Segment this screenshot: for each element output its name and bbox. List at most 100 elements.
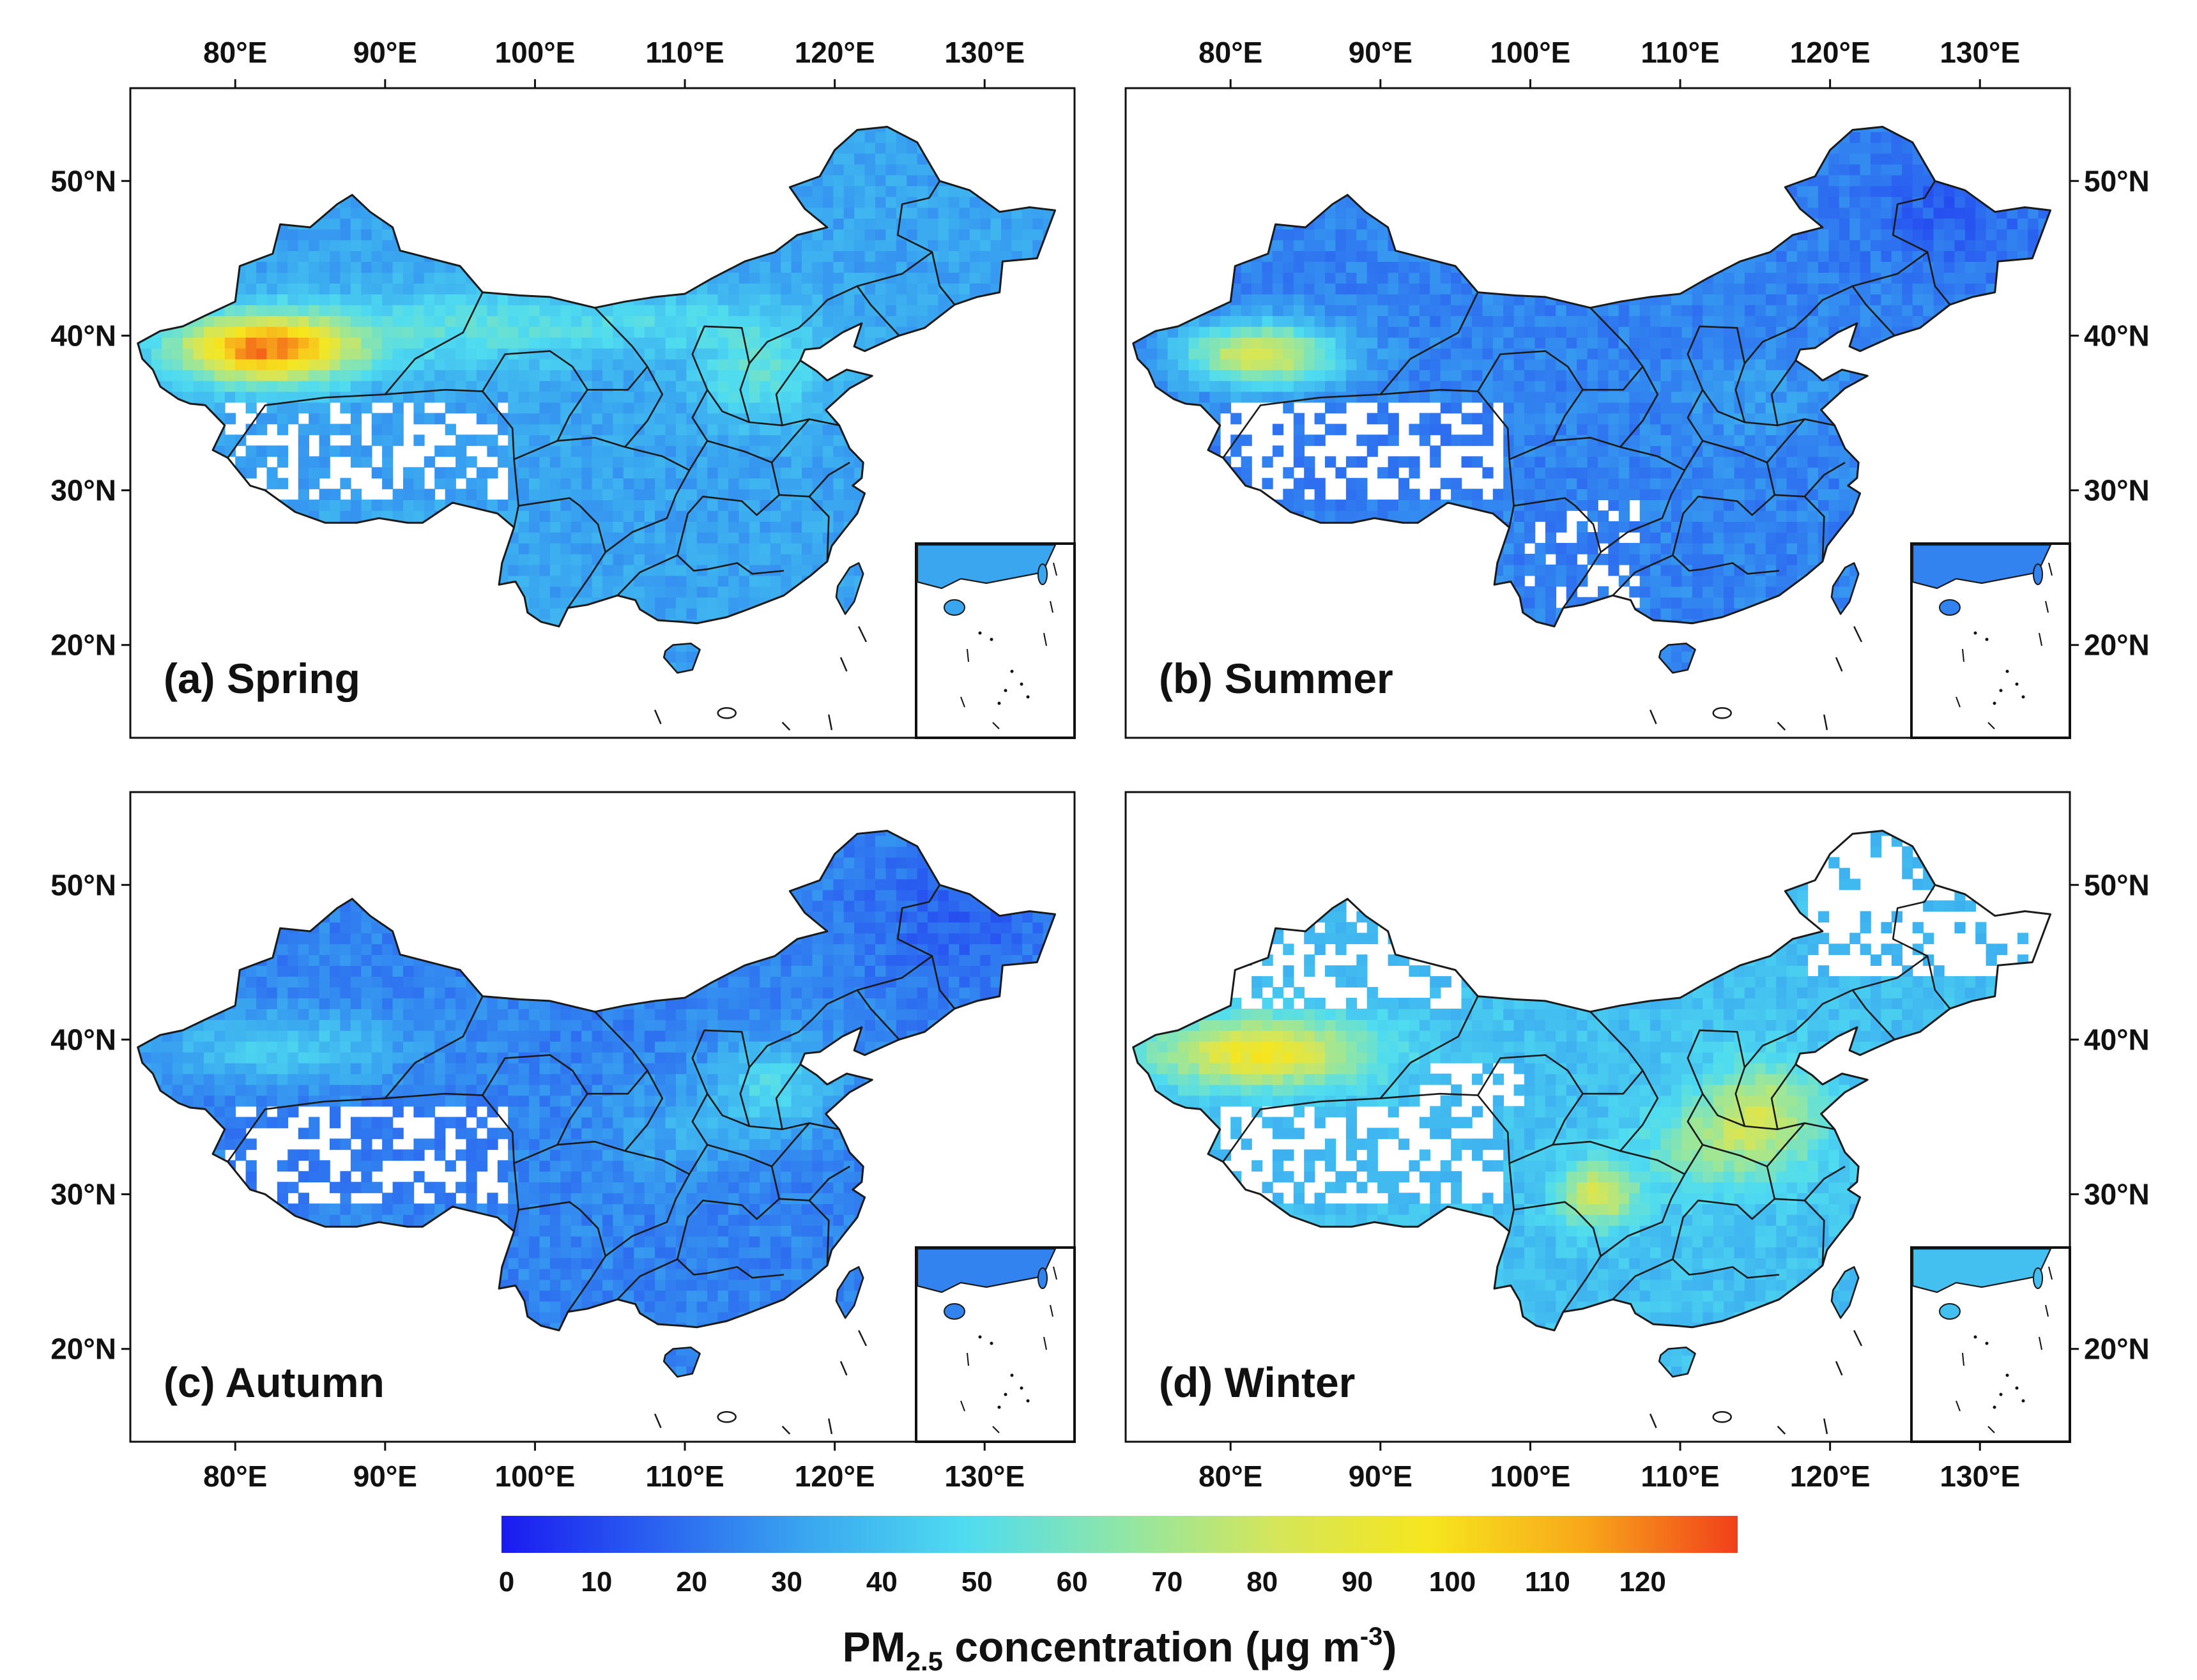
pm25-cell — [245, 391, 257, 403]
pm25-cell — [686, 553, 698, 565]
pm25-cell — [235, 347, 247, 360]
pm25-cell — [928, 218, 939, 230]
panel-frame — [129, 87, 1076, 739]
pm25-cell — [791, 380, 802, 392]
pm25-cell — [309, 240, 320, 252]
pm25-cell — [770, 564, 781, 576]
pm25-cell — [833, 283, 845, 294]
pm25-cell — [539, 489, 551, 500]
pm25-cell — [518, 434, 530, 447]
pm25-cell — [623, 521, 634, 533]
pm25-cell — [896, 240, 907, 252]
pm25-cell — [749, 294, 761, 305]
pm25-cell — [266, 391, 278, 403]
pm25-cell — [791, 250, 802, 262]
pm25-cell — [802, 185, 813, 197]
pm25-cell — [802, 445, 813, 457]
pm25-cell — [707, 413, 719, 425]
pm25-cell — [676, 369, 687, 381]
pm25-cell — [655, 489, 666, 500]
pm25-cell — [560, 391, 572, 403]
pm25-cell — [822, 489, 834, 500]
pm25-cell — [770, 347, 781, 360]
pm25-cell — [665, 607, 677, 620]
pm25-cell — [781, 456, 792, 468]
pm25-cell — [843, 153, 855, 165]
pm25-cell — [298, 261, 309, 273]
pm25-cell — [875, 131, 887, 143]
pm25-cell — [570, 315, 582, 327]
pm25-cell — [350, 402, 362, 414]
pm25-cell — [676, 380, 687, 392]
pm25-cell — [760, 294, 771, 305]
pm25-cell — [319, 250, 330, 262]
pm25-cell — [235, 294, 247, 305]
pm25-cell — [728, 489, 740, 500]
pm25-cell — [602, 510, 614, 522]
pm25-cell — [361, 305, 372, 316]
pm25-cell — [644, 424, 655, 436]
pm25-cell — [309, 478, 320, 489]
pm25-cell — [739, 402, 750, 414]
dash-line — [839, 657, 848, 672]
pm25-cell — [613, 391, 624, 403]
pm25-cell — [518, 305, 530, 316]
pm25-cell — [781, 347, 792, 360]
lon-tick-label: 130°E — [944, 36, 1025, 69]
pm25-cell — [833, 489, 845, 500]
pm25-cell — [739, 380, 750, 392]
pm25-cell — [518, 575, 530, 587]
pm25-cell — [592, 424, 603, 436]
pm25-cell — [885, 305, 897, 316]
pm25-cell — [1001, 250, 1013, 262]
pm25-cell — [309, 424, 320, 436]
pm25-cell — [319, 445, 330, 457]
pm25-cell — [896, 196, 907, 208]
pm25-cell — [885, 272, 897, 284]
pm25-cell — [686, 586, 698, 598]
pm25-cell — [340, 294, 351, 305]
pm25-cell — [760, 326, 771, 338]
pm25-cell — [256, 369, 268, 381]
pm25-cell — [455, 445, 467, 457]
pm25-cell — [833, 229, 845, 241]
pm25-cell — [728, 272, 740, 284]
pm25-cell — [822, 456, 834, 468]
pm25-cell — [717, 532, 729, 544]
pm25-cell — [822, 478, 834, 489]
pm25-cell — [497, 347, 509, 360]
pm25-cell — [424, 456, 435, 468]
national-border — [137, 126, 1056, 628]
pm25-cell — [843, 240, 855, 252]
pm25-cell — [822, 434, 834, 447]
pm25-cell — [980, 283, 991, 294]
pm25-cell — [350, 391, 362, 403]
pm25-cell — [434, 315, 446, 327]
pm25-cell — [413, 434, 425, 447]
pm25-cell — [822, 391, 834, 403]
pm25-cell — [539, 358, 551, 370]
pm25-cell — [875, 283, 887, 294]
pm25-cell — [361, 218, 372, 230]
pm25-cell — [812, 521, 823, 533]
pm25-cell — [350, 218, 362, 230]
pm25-cell — [455, 294, 467, 305]
pm25-cell — [560, 305, 572, 316]
pm25-cell — [833, 305, 845, 316]
pm25-cell — [172, 380, 183, 392]
pm25-cell — [623, 305, 634, 316]
pm25-cell — [340, 478, 351, 489]
pm25-cell — [833, 174, 845, 187]
pm25-cell — [434, 326, 446, 338]
pm25-cell — [781, 521, 792, 533]
pm25-cell — [434, 347, 446, 360]
pm25-cell — [529, 564, 540, 576]
pm25-cell — [634, 553, 645, 565]
pm25-cell — [843, 500, 855, 511]
pm25-cell — [382, 347, 394, 360]
pm25-cell — [413, 467, 425, 478]
pm25-cell — [655, 532, 666, 544]
pm25-cell — [644, 305, 655, 316]
pm25-cell — [592, 542, 603, 554]
pm25-cell — [770, 261, 781, 273]
